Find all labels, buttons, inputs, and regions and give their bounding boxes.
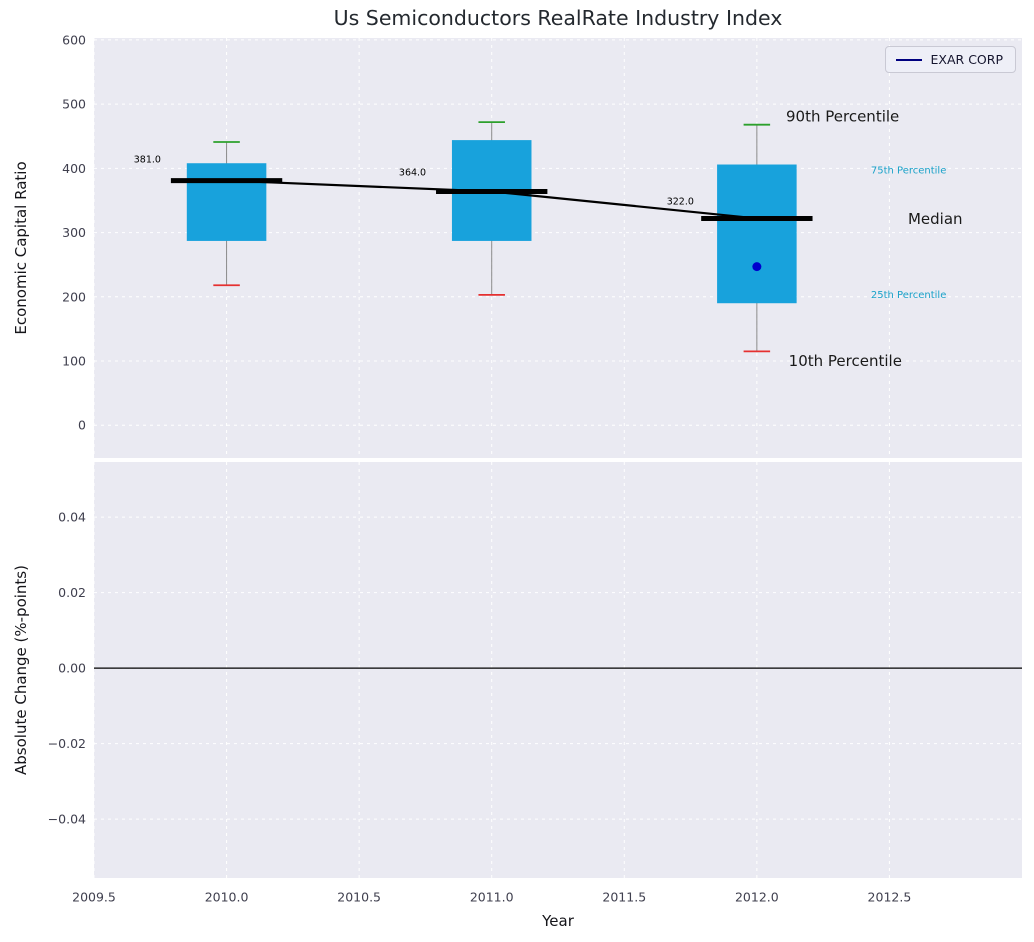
median-value-label-2011: 364.0 — [399, 167, 426, 178]
legend-line-sample — [895, 58, 922, 61]
y-tick-label: 100 — [62, 354, 86, 369]
plot-background-top — [94, 38, 1022, 458]
annotation-25th-percentile: 25th Percentile — [871, 290, 947, 301]
x-tick-label: 2009.5 — [72, 890, 116, 905]
annotation-median: Median — [908, 210, 963, 228]
chart-title: Us Semiconductors RealRate Industry Inde… — [333, 6, 783, 30]
median-value-label-2012: 322.0 — [667, 196, 694, 207]
company-point — [752, 262, 762, 272]
x-tick-label: 2010.0 — [205, 890, 249, 905]
y-tick-label: 600 — [62, 32, 86, 47]
y-tick-label: 0.04 — [58, 510, 86, 525]
y-tick-label: 0.02 — [58, 585, 86, 600]
y-tick-label: 200 — [62, 289, 86, 304]
bottom-y-axis-label: Absolute Change (%-points) — [12, 565, 30, 775]
y-tick-label: 0 — [78, 418, 86, 433]
legend: EXAR CORP — [884, 46, 1016, 73]
annotation-90th-percentile: 90th Percentile — [786, 107, 899, 125]
box-2010 — [186, 163, 267, 241]
top-y-axis-label: Economic Capital Ratio — [12, 161, 30, 335]
annotation-10th-percentile: 10th Percentile — [789, 352, 902, 370]
legend-label: EXAR CORP — [930, 52, 1003, 67]
x-tick-label: 2012.0 — [735, 890, 779, 905]
x-tick-label: 2012.5 — [868, 890, 912, 905]
y-tick-label: −0.02 — [48, 736, 86, 751]
box-2012 — [717, 164, 797, 304]
annotation-75th-percentile: 75th Percentile — [871, 165, 947, 176]
x-tick-label: 2010.5 — [337, 890, 381, 905]
x-axis-label: Year — [542, 912, 574, 930]
plot-background-bottom — [94, 462, 1022, 878]
y-tick-label: −0.04 — [48, 812, 86, 827]
y-tick-label: 500 — [62, 97, 86, 112]
median-value-label-2010: 381.0 — [134, 155, 161, 166]
x-tick-label: 2011.0 — [470, 890, 514, 905]
y-tick-label: 0.00 — [58, 661, 86, 676]
y-tick-label: 300 — [62, 225, 86, 240]
y-tick-label: 400 — [62, 161, 86, 176]
x-tick-label: 2011.5 — [602, 890, 646, 905]
